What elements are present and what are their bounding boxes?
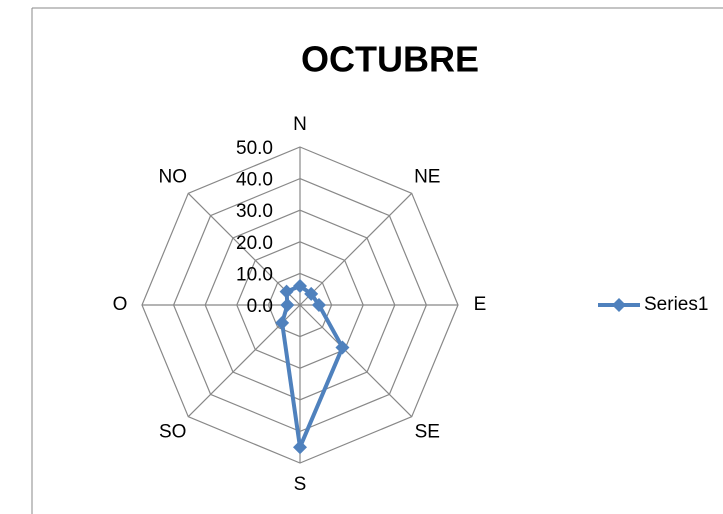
category-label: S [294,474,307,495]
y-tick-label: 30.0 [236,201,273,222]
y-tick-label: 50.0 [236,138,273,159]
category-label: NE [414,167,440,188]
data-marker [335,340,350,355]
category-label: SO [159,421,186,442]
category-label: NO [158,167,187,188]
data-marker [304,286,319,301]
legend-marker [612,298,626,312]
category-label: SE [415,421,440,442]
data-marker [279,284,294,299]
category-label: E [474,294,487,315]
y-tick-label: 40.0 [236,170,273,191]
data-marker [275,315,290,330]
category-label: N [293,114,307,135]
y-tick-label: 0.0 [247,296,273,317]
data-marker [280,298,295,312]
y-tick-label: 10.0 [236,264,273,285]
category-label: O [113,294,128,315]
data-marker [293,440,307,455]
data-marker [311,298,326,312]
axis-spoke [187,192,301,306]
chart-title: OCTUBRE [301,39,479,80]
data-marker [293,279,307,294]
axis-spoke [299,304,413,418]
series-line [280,284,345,450]
axis-spoke [299,192,413,306]
y-tick-label: 20.0 [236,233,273,254]
legend-label: Series1 [644,294,708,315]
